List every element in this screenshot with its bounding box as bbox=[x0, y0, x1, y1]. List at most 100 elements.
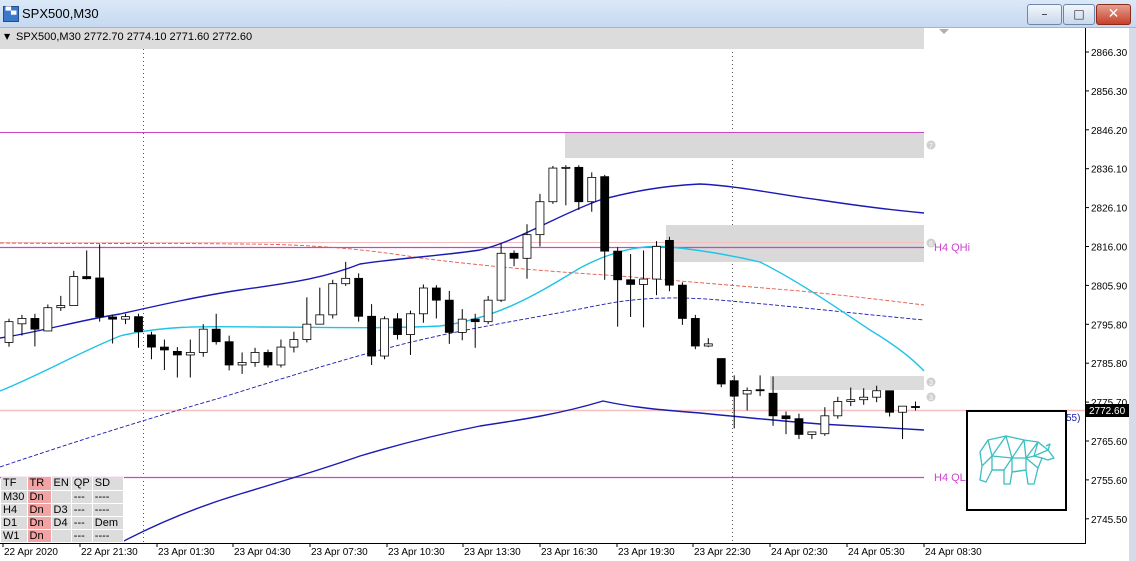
bear-candle bbox=[431, 287, 441, 301]
bull-candle bbox=[703, 343, 713, 347]
bear-candle bbox=[30, 318, 40, 330]
bull-candle bbox=[561, 166, 571, 169]
bull-candle bbox=[121, 316, 130, 320]
time-axis[interactable]: 22 Apr 2020 22 Apr 21:30 23 Apr 01:30 23 Ap… bbox=[2, 543, 982, 558]
price-chart[interactable]: 7 6 3 3 H4 QHi H4 QL 55) 2866.302856.302… bbox=[0, 28, 1136, 561]
table-row: D1 Dn D4 --- Dem bbox=[1, 516, 125, 530]
bull-candle bbox=[807, 431, 817, 435]
table-cell: Dem bbox=[92, 516, 125, 530]
bull-candle bbox=[315, 314, 325, 325]
bull-candle bbox=[522, 234, 532, 259]
table-cell: --- bbox=[71, 529, 93, 544]
zone-marker-label: 7 bbox=[929, 143, 933, 150]
table-header-cell: EN bbox=[51, 477, 72, 491]
bull-candle bbox=[820, 415, 830, 435]
bull-candle bbox=[898, 405, 907, 413]
bear-candle bbox=[600, 176, 610, 252]
table-header-cell: TR bbox=[27, 477, 52, 491]
bear-candle bbox=[470, 318, 480, 323]
slow-ma-line bbox=[0, 297, 925, 468]
bull-candle bbox=[185, 352, 195, 356]
bull-candle bbox=[250, 352, 260, 363]
minimize-button[interactable]: – bbox=[1027, 4, 1062, 25]
bear-candle bbox=[885, 390, 894, 413]
bull-candle bbox=[639, 278, 648, 285]
supply-zone[interactable] bbox=[565, 132, 924, 158]
bear-candle bbox=[781, 415, 791, 420]
close-button[interactable]: ✕ bbox=[1096, 4, 1131, 25]
bull-candle bbox=[872, 390, 882, 398]
bear-candle bbox=[224, 341, 234, 366]
dropdown-arrow-icon[interactable]: ▼ bbox=[4, 32, 11, 41]
price-tick-label: 2745.50 bbox=[1091, 515, 1128, 526]
bear-candle bbox=[367, 315, 377, 357]
current-price-label: 2772.60 bbox=[1089, 406, 1126, 417]
price-tick-label: 2755.60 bbox=[1091, 476, 1128, 487]
bear-candle bbox=[665, 239, 674, 286]
time-tick-label: 24 Apr 02:30 bbox=[771, 547, 828, 558]
shift-marker-icon[interactable] bbox=[939, 29, 949, 34]
table-cell: Dn bbox=[27, 503, 52, 517]
table-cell: Dn bbox=[27, 529, 52, 544]
zone-marker bbox=[926, 377, 936, 387]
bear-candle bbox=[613, 250, 623, 281]
table-row: W1 Dn --- ---- bbox=[1, 529, 125, 544]
table-cell bbox=[51, 490, 72, 504]
supply-zone[interactable] bbox=[666, 225, 924, 262]
h4-ql-label: H4 QL bbox=[934, 472, 966, 484]
table-cell: ---- bbox=[92, 490, 125, 504]
window-titlebar: ▀▄ SPX500,M30 – □ ✕ bbox=[0, 0, 1136, 28]
candlestick-series bbox=[4, 165, 920, 440]
bear-candle bbox=[444, 299, 454, 333]
minimize-icon: – bbox=[1041, 7, 1048, 21]
bull-candle bbox=[380, 318, 389, 357]
bull-candle bbox=[328, 283, 338, 316]
bear-candle bbox=[108, 316, 117, 320]
bear-candle bbox=[393, 318, 402, 335]
zone-marker bbox=[926, 238, 936, 248]
table-cell: --- bbox=[71, 503, 93, 517]
table-cell: Dn bbox=[27, 490, 52, 504]
table-cell: --- bbox=[71, 490, 93, 504]
time-tick-label: 22 Apr 2020 bbox=[4, 547, 58, 558]
bear-candle bbox=[354, 277, 364, 317]
chart-window-icon: ▀▄ bbox=[3, 6, 19, 22]
bear-candle bbox=[159, 346, 169, 351]
table-cell: D1 bbox=[1, 516, 28, 530]
bear-candle bbox=[755, 389, 765, 392]
maximize-button[interactable]: □ bbox=[1063, 4, 1095, 25]
table-cell: ---- bbox=[92, 503, 125, 517]
bull-candle bbox=[69, 276, 79, 306]
bull-candle bbox=[457, 318, 467, 333]
symbol-info-header: ▼ SPX500,M30 2772.70 2774.10 2771.60 277… bbox=[0, 28, 924, 49]
bear-candle bbox=[626, 279, 635, 285]
time-tick-label: 22 Apr 21:30 bbox=[81, 547, 138, 558]
price-tick-label: 2765.60 bbox=[1091, 437, 1128, 448]
bull-candle bbox=[237, 362, 247, 366]
bear-candle bbox=[678, 284, 687, 319]
bull-candle bbox=[587, 176, 597, 203]
bear-candle bbox=[574, 166, 584, 203]
symbol-ohlc-text: SPX500,M30 2772.70 2774.10 2771.60 2772.… bbox=[16, 31, 253, 43]
bear-candle bbox=[263, 352, 273, 366]
supply-zone[interactable] bbox=[770, 376, 924, 390]
table-cell: Dn bbox=[27, 516, 52, 530]
time-tick-label: 23 Apr 04:30 bbox=[234, 547, 291, 558]
bear-candle bbox=[95, 277, 105, 318]
window-frame bbox=[1129, 28, 1136, 561]
current-price-box bbox=[1086, 404, 1129, 417]
zone-marker bbox=[926, 392, 936, 402]
price-axis[interactable]: 2866.30 2856.30 2846.20 2836.10 2826.10 2816.… bbox=[1085, 48, 1128, 526]
bear-candle bbox=[147, 334, 156, 348]
slow-ma-line-red bbox=[0, 242, 925, 306]
bear-candle bbox=[211, 328, 221, 343]
bear-candle bbox=[794, 418, 804, 435]
time-tick-label: 24 Apr 05:30 bbox=[848, 547, 905, 558]
h4-qhi-label: H4 QHi bbox=[934, 242, 970, 254]
bull-candle bbox=[548, 167, 558, 203]
bull-candle bbox=[483, 299, 493, 323]
table-cell bbox=[51, 529, 72, 544]
price-tick-label: 2866.30 bbox=[1091, 48, 1128, 59]
time-tick-label: 23 Apr 01:30 bbox=[158, 547, 215, 558]
table-cell: W1 bbox=[1, 529, 28, 544]
